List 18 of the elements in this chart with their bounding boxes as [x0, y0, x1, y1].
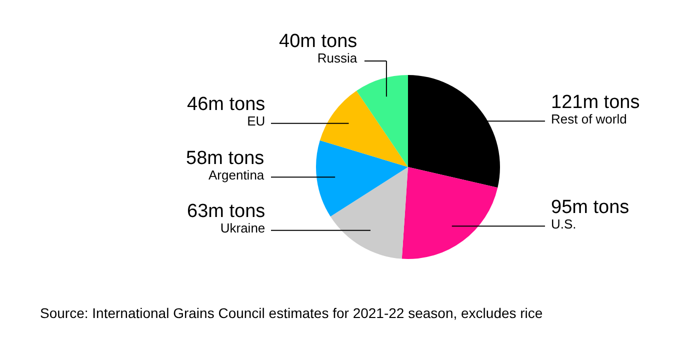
- data-label: 58m tons: [186, 148, 264, 169]
- pie-slice: [320, 90, 408, 167]
- data-label: 121m tons: [551, 92, 640, 113]
- slice-label: EU: [247, 114, 266, 129]
- pie-slice: [402, 167, 498, 259]
- source-note: Source: International Grains Council estimates for 2021-22 season, excludes rice: [40, 305, 543, 321]
- slice-label: Russia: [317, 50, 358, 66]
- slice-label: Argentina: [208, 168, 265, 183]
- pie-slice: [356, 75, 408, 167]
- slice-label: U.S.: [551, 216, 576, 232]
- data-label: 46m tons: [187, 94, 266, 115]
- slice-label: Rest of world: [551, 112, 627, 127]
- pie-slice: [330, 167, 408, 259]
- data-label: 95m tons: [551, 197, 630, 218]
- pie-slice: [316, 140, 408, 217]
- data-label: 63m tons: [187, 201, 266, 222]
- slice-label: Ukraine: [220, 220, 266, 236]
- data-label: 40m tons: [279, 31, 358, 52]
